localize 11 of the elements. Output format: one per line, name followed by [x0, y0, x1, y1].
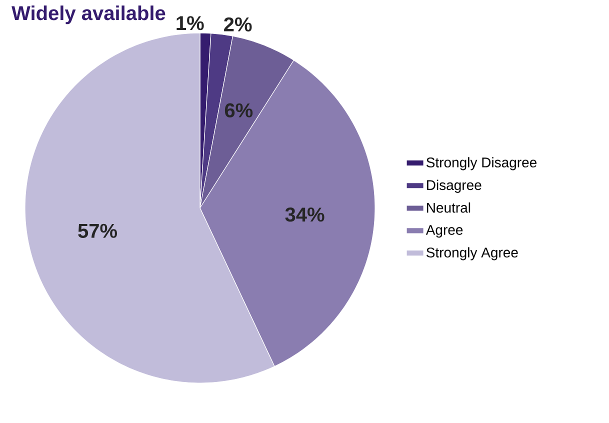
data-label: 57% — [78, 224, 117, 238]
legend-label: Neutral — [427, 202, 470, 213]
legend-label: Strongly Agree — [426, 247, 518, 260]
data-label: 1% — [176, 16, 204, 30]
legend-label: Strongly Disagree — [426, 157, 537, 170]
chart-title: Widely available — [12, 6, 166, 24]
data-label: 2% — [224, 17, 252, 32]
legend-label: Agree — [426, 225, 463, 238]
data-label: 6% — [224, 103, 253, 118]
legend-label: Disagree — [427, 180, 482, 193]
data-label: 34% — [285, 208, 324, 222]
